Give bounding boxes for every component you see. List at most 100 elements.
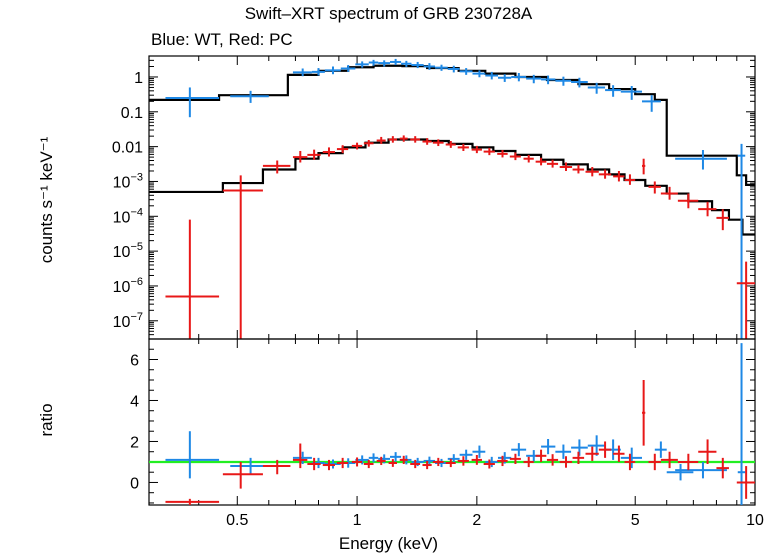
data-point-pc <box>262 160 291 174</box>
data-point-pc <box>641 158 646 175</box>
data-point-pc <box>736 261 755 339</box>
data-point-pc <box>509 453 521 465</box>
data-point-pc <box>572 451 585 465</box>
data-point-wt <box>675 150 727 170</box>
data-point-wt <box>447 65 460 73</box>
data-point-wt <box>541 75 556 85</box>
data-point-wt <box>587 435 606 456</box>
data-point-pc <box>388 459 398 467</box>
data-point-wt <box>390 452 402 462</box>
x-tick-label: 1 <box>353 512 362 529</box>
data-point-pc <box>624 174 636 185</box>
data-point-pc <box>716 457 729 479</box>
data-point-wt <box>587 82 606 94</box>
ratio-y-axis-label: ratio <box>37 403 56 437</box>
y-tick-label: 10−7 <box>113 311 143 331</box>
data-point-wt <box>459 68 473 75</box>
data-point-pc <box>457 456 469 466</box>
x-tick-label: 0.5 <box>226 512 248 529</box>
y-tick-label: 10−6 <box>113 276 143 296</box>
data-point-wt <box>459 449 473 460</box>
data-point-pc <box>559 456 573 468</box>
spectrum-panel: 1 0.1 0.01 10−3 10−4 10−5 10−6 10−7 <box>112 55 756 505</box>
data-point-pc <box>410 136 421 143</box>
data-point-pc <box>535 449 547 462</box>
data-point-wt <box>368 59 379 66</box>
data-point-pc <box>165 498 220 505</box>
data-point-wt <box>675 461 727 479</box>
data-point-pc <box>523 456 534 468</box>
data-point-pc <box>736 466 755 499</box>
data-point-wt <box>340 65 356 72</box>
data-point-wt <box>555 76 572 86</box>
data-point-pc <box>641 379 646 446</box>
data-point-pc <box>483 147 495 156</box>
x-axis-label: Energy (keV) <box>338 534 439 553</box>
data-point-wt <box>641 95 661 112</box>
data-point-wt <box>472 445 486 458</box>
data-point-pc <box>262 459 291 475</box>
y-tick-label: 0 <box>130 475 139 492</box>
x-tick-label: 5 <box>631 512 640 529</box>
data-point-pc <box>432 139 444 147</box>
data-point-wt <box>497 74 512 82</box>
data-point-pc <box>559 162 573 171</box>
data-point-wt <box>435 64 448 71</box>
ratio-panel: 0.5 1 2 5 10 0 2 4 6 <box>130 338 764 529</box>
data-point-pc <box>445 141 456 148</box>
data-point-pc <box>422 138 432 145</box>
data-point-wt <box>571 77 588 88</box>
y-tick-label: 1 <box>134 70 143 87</box>
data-point-pc <box>471 145 482 154</box>
data-point-pc <box>457 143 469 151</box>
y-tick-label: 6 <box>130 352 139 369</box>
data-point-wt <box>324 459 341 469</box>
data-point-wt <box>378 60 391 67</box>
data-point-pc <box>399 455 408 465</box>
data-point-pc <box>351 457 363 467</box>
chart-subtitle: Blue: WT, Red: PC <box>151 30 293 49</box>
data-point-wt <box>368 453 379 463</box>
data-point-wt <box>292 68 312 77</box>
y-tick-label: 2 <box>130 434 139 451</box>
data-point-wt <box>423 63 436 70</box>
data-point-pc <box>322 459 335 471</box>
data-point-wt <box>165 431 220 479</box>
data-point-pc <box>307 149 321 160</box>
data-point-wt <box>165 87 220 118</box>
data-point-wt <box>230 457 269 475</box>
data-point-pc <box>698 201 717 217</box>
data-point-pc <box>363 459 374 469</box>
data-point-wt <box>390 58 402 66</box>
data-point-pc <box>523 154 534 163</box>
data-point-pc <box>585 167 599 177</box>
data-point-wt <box>423 456 436 466</box>
data-point-pc <box>336 145 349 154</box>
data-point-wt <box>485 456 498 468</box>
data-point-wt <box>605 85 621 97</box>
data-point-pc <box>497 455 508 467</box>
data-point-pc <box>471 454 482 465</box>
model-step-line-wt <box>149 64 755 186</box>
ratio-frame <box>148 338 756 506</box>
data-point-pc <box>660 186 678 200</box>
data-point-pc <box>292 443 308 469</box>
y-tick-label: 0.01 <box>112 140 143 157</box>
data-point-wt <box>485 71 498 80</box>
y-tick-label: 0.1 <box>121 105 143 122</box>
y-tick-label: 10−4 <box>113 206 143 226</box>
data-point-pc <box>422 460 432 470</box>
data-point-pc <box>222 461 263 489</box>
data-point-pc <box>598 441 612 458</box>
data-point-wt <box>666 464 694 481</box>
y-tick-label: 10−3 <box>113 171 143 191</box>
data-point-pc <box>307 457 321 471</box>
data-point-pc <box>222 175 263 339</box>
data-point-pc <box>716 209 729 231</box>
model-step-line-pc <box>149 138 755 236</box>
spectrum-y-axis-label: counts s⁻¹ keV⁻¹ <box>37 136 56 264</box>
data-point-pc <box>165 219 220 339</box>
data-point-wt <box>555 444 572 459</box>
data-point-wt <box>654 441 667 458</box>
